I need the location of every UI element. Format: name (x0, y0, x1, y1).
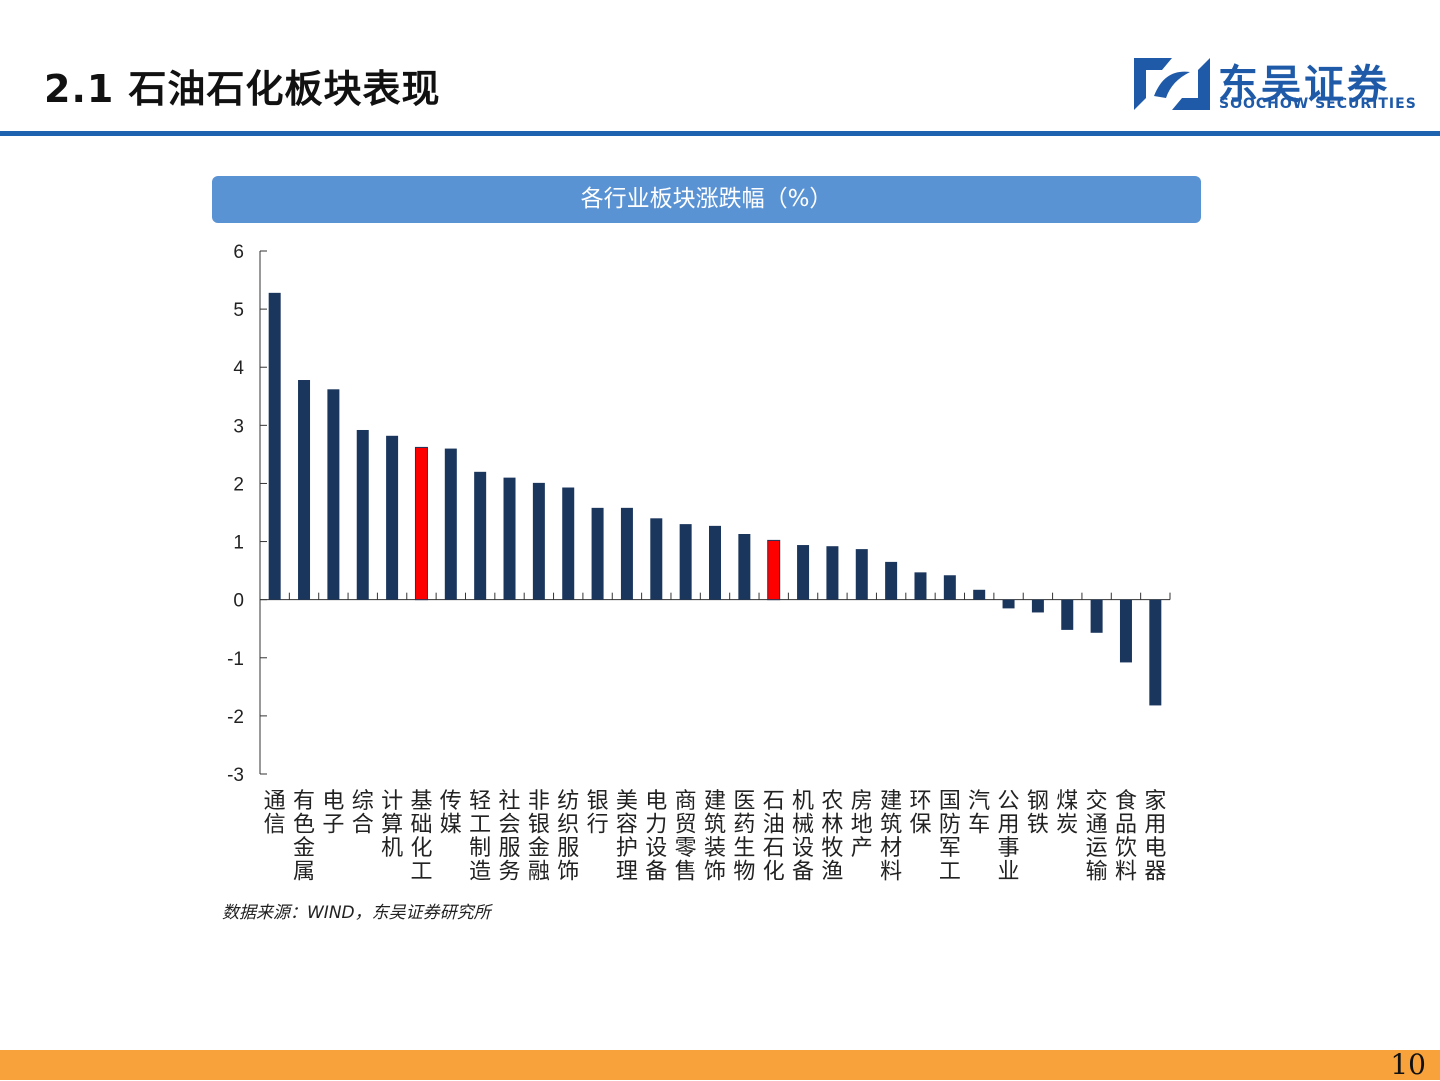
page-number: 10 (1390, 1048, 1426, 1081)
y-tick-label: 0 (233, 591, 244, 612)
bar-汽车 (973, 589, 986, 600)
bar-chart: 6 5 4 3 2 1 0 -1 -2 -3 通信有色金属电子综合计算机基础化工传媒轻工制造社会服务… (227, 242, 1171, 885)
y-tick-label: 5 (233, 300, 244, 321)
bar-通信 (268, 292, 281, 600)
category-label: 钢铁 (1027, 789, 1049, 838)
category-label: 纺织服饰 (557, 789, 579, 885)
bar-美容护理 (620, 507, 633, 600)
slide-title: 2.1 石油石化板块表现 (44, 67, 441, 111)
category-label: 通信 (264, 789, 286, 838)
bar-国防军工 (943, 575, 956, 600)
category-label: 计算机 (381, 789, 403, 861)
bar-商贸零售 (679, 524, 692, 600)
category-label: 建筑装饰 (704, 789, 726, 885)
bar-纺织服饰 (562, 487, 575, 600)
category-label: 房地产 (851, 789, 873, 861)
category-label: 建筑材料 (880, 789, 902, 885)
y-tick-label: -3 (227, 765, 244, 786)
category-label: 非银金融 (528, 789, 550, 885)
category-label: 美容护理 (616, 789, 638, 885)
y-tick-label: 4 (233, 358, 244, 379)
category-label: 传媒 (440, 789, 462, 838)
y-tick-label: -2 (227, 707, 244, 728)
category-label: 综合 (352, 789, 374, 838)
category-label: 电子 (322, 789, 344, 838)
category-label: 轻工制造 (469, 789, 491, 885)
bar-轻工制造 (474, 471, 487, 600)
bar-银行 (591, 507, 604, 600)
chart-header: 各行业板块涨跌幅（%） (212, 176, 1201, 223)
bar-非银金融 (532, 482, 545, 600)
bar-农林牧渔 (826, 546, 839, 600)
company-logo: 东吴证券 SOOCHOW SECURITIES (1132, 56, 1422, 116)
bar-计算机 (386, 435, 399, 600)
category-label: 公用事业 (998, 789, 1020, 885)
bar-钢铁 (1031, 599, 1044, 613)
category-label: 机械设备 (792, 789, 814, 885)
category-label: 社会服务 (499, 789, 521, 885)
category-label: 环保 (909, 789, 931, 838)
bar-社会服务 (503, 477, 516, 600)
bar-传媒 (444, 448, 457, 600)
category-label: 电力设备 (645, 789, 667, 885)
category-label: 交通运输 (1086, 789, 1108, 885)
bar-房地产 (855, 549, 868, 600)
category-label: 煤炭 (1056, 789, 1078, 838)
y-tick-label: 2 (233, 474, 244, 495)
bar-家用电器 (1149, 599, 1162, 706)
category-label: 商贸零售 (675, 789, 697, 885)
bar-公用事业 (1002, 599, 1015, 609)
category-label: 基础化工 (410, 789, 432, 885)
category-label: 银行 (587, 789, 609, 838)
bar-综合 (356, 429, 369, 600)
category-label: 有色金属 (293, 789, 315, 885)
bar-电子 (327, 389, 340, 600)
category-label: 医药生物 (733, 789, 755, 885)
bar-建筑材料 (885, 561, 898, 600)
soochow-logo-icon (1134, 58, 1210, 110)
bar-电力设备 (650, 518, 663, 600)
category-label: 石油石化 (763, 789, 785, 885)
bar-有色金属 (298, 380, 311, 600)
logo-name-en: SOOCHOW SECURITIES (1219, 96, 1417, 112)
bar-环保 (914, 572, 927, 600)
footer-bar (0, 1050, 1440, 1080)
bar-机械设备 (797, 545, 810, 600)
category-label: 农林牧渔 (821, 789, 843, 885)
bar-石油石化 (767, 539, 781, 601)
y-tick-label: -1 (227, 649, 244, 670)
y-tick-label: 1 (233, 533, 244, 554)
category-label: 汽车 (968, 789, 990, 838)
category-label: 家用电器 (1144, 789, 1166, 885)
bar-医药生物 (738, 534, 751, 600)
bar-食品饮料 (1119, 599, 1132, 663)
y-tick-label: 3 (233, 416, 244, 437)
y-tick-label: 6 (233, 242, 244, 263)
bar-建筑装饰 (709, 525, 721, 600)
bar-煤炭 (1061, 599, 1074, 630)
category-label: 国防军工 (939, 789, 961, 885)
source-note: 数据来源：WIND，东吴证券研究所 (222, 903, 491, 923)
category-label: 食品饮料 (1115, 789, 1137, 885)
logo-name-cn: 东吴证券 (1218, 62, 1390, 108)
bar-交通运输 (1090, 599, 1103, 633)
bar-基础化工 (414, 446, 428, 601)
header-rule (0, 131, 1440, 136)
